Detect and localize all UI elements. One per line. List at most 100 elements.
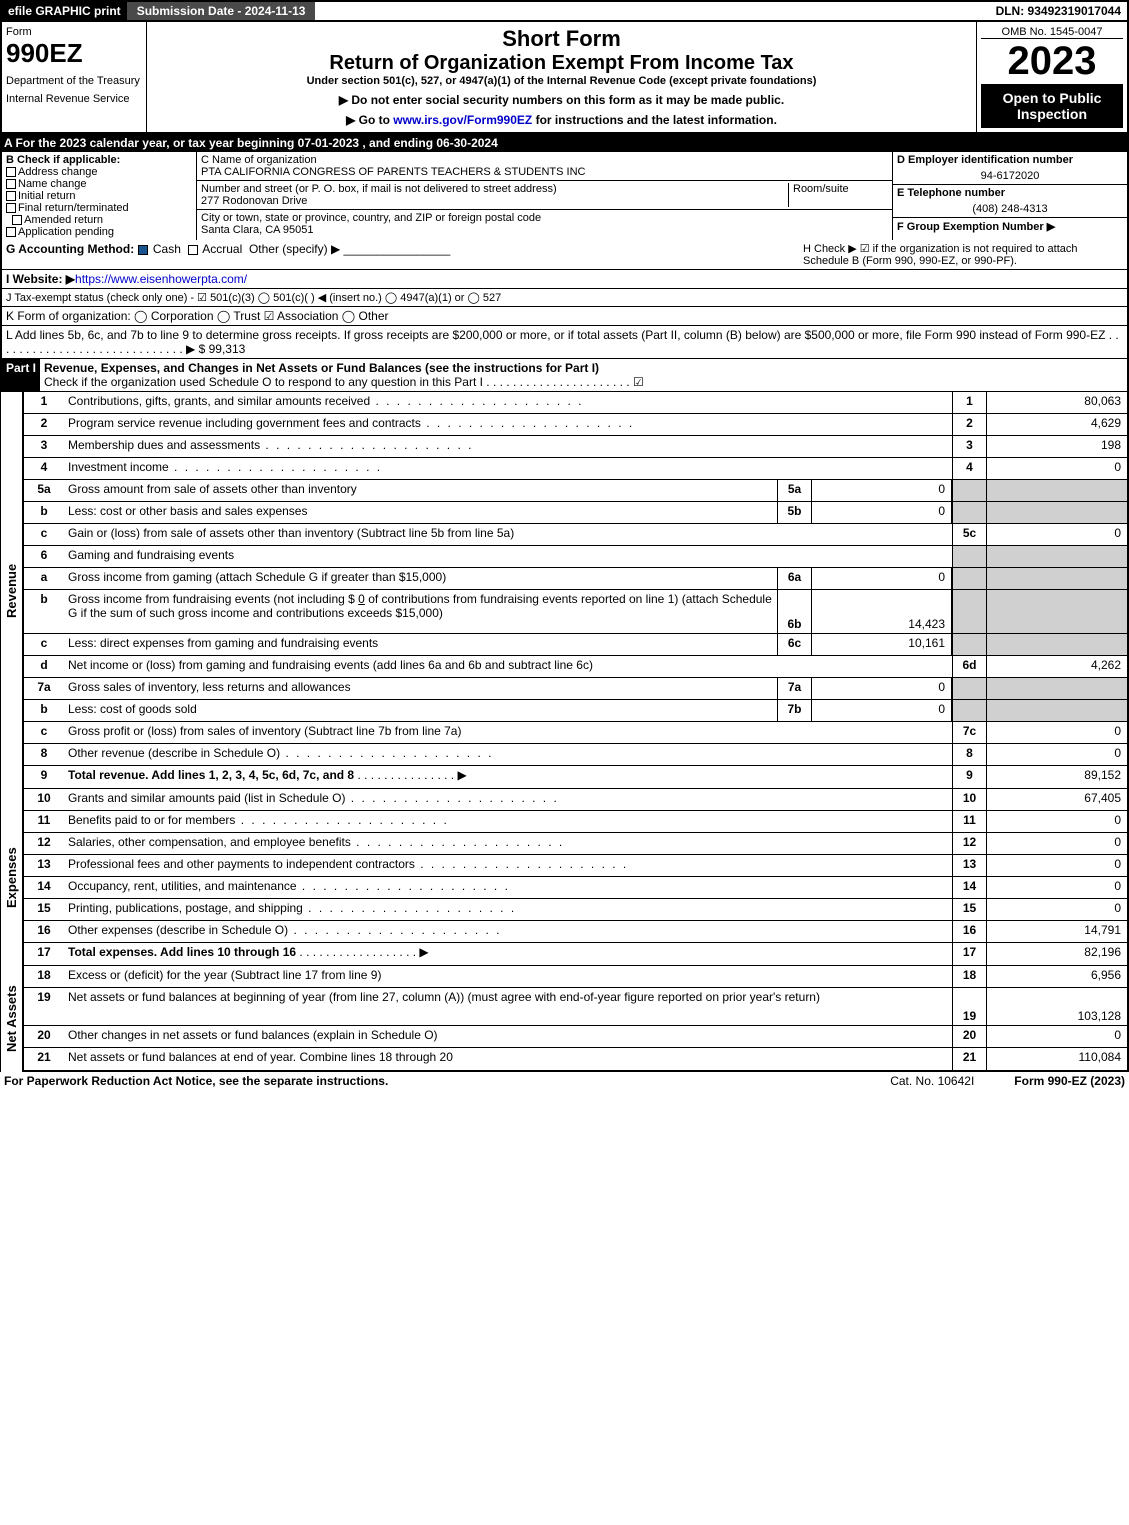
line-10: Grants and similar amounts paid (list in… [64,789,952,810]
line-5a: Gross amount from sale of assets other t… [64,480,777,501]
line-6d: Net income or (loss) from gaming and fun… [64,656,952,677]
line-3: Membership dues and assessments [64,436,952,457]
efile-label[interactable]: efile GRAPHIC print [2,2,127,20]
val-14: 0 [987,877,1127,898]
l-val: 99,313 [209,342,246,356]
val-21: 110,084 [987,1048,1127,1070]
val-8: 0 [987,744,1127,765]
line-5b: Less: cost or other basis and sales expe… [64,502,777,523]
title-return: Return of Organization Exempt From Incom… [151,52,972,75]
ein: 94-6172020 [893,168,1127,184]
part1-hdr: Part I [2,359,40,391]
tel-label: E Telephone number [897,187,1005,199]
col-c: C Name of organization PTA CALIFORNIA CO… [197,152,892,240]
val-17: 82,196 [987,943,1127,965]
part1-check: Check if the organization used Schedule … [44,375,644,389]
line-1: Contributions, gifts, grants, and simila… [64,392,952,413]
omb-number: OMB No. 1545-0047 [981,26,1123,39]
col-d: D Employer identification number 94-6172… [892,152,1127,240]
street: 277 Rodonovan Drive [201,195,307,207]
submission-date: Submission Date - 2024-11-13 [127,2,316,20]
line-21: Net assets or fund balances at end of ye… [64,1048,952,1070]
dept-treasury: Department of the Treasury [6,75,142,87]
side-revenue: Revenue [0,392,24,789]
title-short: Short Form [151,26,972,52]
note-goto: ▶ Go to www.irs.gov/Form990EZ for instru… [151,113,972,127]
chk-name[interactable] [6,179,16,189]
ein-label: D Employer identification number [897,154,1073,166]
val-6a: 0 [812,568,952,589]
col-b: B Check if applicable: Address change Na… [2,152,197,240]
chk-amended[interactable] [12,215,22,225]
open-inspection: Open to Public Inspection [981,84,1123,128]
top-header: efile GRAPHIC print Submission Date - 20… [0,0,1129,22]
line-7b: Less: cost of goods sold [64,700,777,721]
room-label: Room/suite [788,183,888,207]
val-7c: 0 [987,722,1127,743]
irs-label: Internal Revenue Service [6,93,142,105]
footer-cat: Cat. No. 10642I [890,1074,974,1088]
val-9: 89,152 [987,766,1127,788]
b-label: B Check if applicable: [6,154,120,166]
line-6b: Gross income from fundraising events (no… [64,590,777,633]
line-2: Program service revenue including govern… [64,414,952,435]
chk-pending[interactable] [6,227,16,237]
i-label: I Website: ▶ [6,272,75,286]
val-15: 0 [987,899,1127,920]
val-7a: 0 [812,678,952,699]
val-10: 67,405 [987,789,1127,810]
val-6d: 4,262 [987,656,1127,677]
line-5c: Gain or (loss) from sale of assets other… [64,524,952,545]
chk-initial[interactable] [6,191,16,201]
chk-address[interactable] [6,167,16,177]
irs-link[interactable]: www.irs.gov/Form990EZ [393,113,532,127]
val-2: 4,629 [987,414,1127,435]
line-k: K Form of organization: ◯ Corporation ◯ … [0,307,1129,326]
val-5b: 0 [812,502,952,523]
side-netassets: Net Assets [0,966,24,1072]
dln: DLN: 93492319017044 [990,2,1127,20]
line-h: H Check ▶ ☑ if the organization is not r… [803,242,1123,267]
line-17: Total expenses. Add lines 10 through 16 … [64,943,952,965]
chk-cash[interactable] [138,245,148,255]
website-link[interactable]: https://www.eisenhowerpta.com/ [75,272,247,286]
line-a: A For the 2023 calendar year, or tax yea… [0,134,1129,152]
chk-final[interactable] [6,203,16,213]
val-4: 0 [987,458,1127,479]
val-18: 6,956 [987,966,1127,987]
form-id-col: Form 990EZ Department of the Treasury In… [2,22,147,132]
line-4: Investment income [64,458,952,479]
year-col: OMB No. 1545-0047 2023 Open to Public In… [977,22,1127,132]
page-footer: For Paperwork Reduction Act Notice, see … [0,1072,1129,1090]
val-6c: 10,161 [812,634,952,655]
line-6c: Less: direct expenses from gaming and fu… [64,634,777,655]
city: Santa Clara, CA 95051 [201,224,314,236]
note-ssn: ▶ Do not enter social security numbers o… [151,93,972,107]
c-name-label: C Name of organization [201,154,317,166]
title-under: Under section 501(c), 527, or 4947(a)(1)… [151,75,972,87]
val-3: 198 [987,436,1127,457]
val-19: 103,128 [987,988,1127,1025]
line-20: Other changes in net assets or fund bala… [64,1026,952,1047]
city-label: City or town, state or province, country… [201,212,541,224]
val-11: 0 [987,811,1127,832]
val-1: 80,063 [987,392,1127,413]
line-13: Professional fees and other payments to … [64,855,952,876]
chk-accrual[interactable] [188,245,198,255]
line-11: Benefits paid to or for members [64,811,952,832]
line-9: Total revenue. Add lines 1, 2, 3, 4, 5c,… [64,766,952,788]
line-18: Excess or (deficit) for the year (Subtra… [64,966,952,987]
line-6: Gaming and fundraising events [64,546,952,567]
val-7b: 0 [812,700,952,721]
footer-form: Form 990-EZ (2023) [1014,1074,1125,1088]
line-7c: Gross profit or (loss) from sales of inv… [64,722,952,743]
line-14: Occupancy, rent, utilities, and maintena… [64,877,952,898]
g-label: G Accounting Method: [6,242,134,256]
line-8: Other revenue (describe in Schedule O) [64,744,952,765]
tax-year: 2023 [981,39,1123,84]
part1-title: Revenue, Expenses, and Changes in Net As… [44,361,599,375]
line-19: Net assets or fund balances at beginning… [64,988,952,1025]
line-6a: Gross income from gaming (attach Schedul… [64,568,777,589]
footer-left: For Paperwork Reduction Act Notice, see … [4,1074,388,1088]
line-l: L Add lines 5b, 6c, and 7b to line 9 to … [6,328,1119,356]
